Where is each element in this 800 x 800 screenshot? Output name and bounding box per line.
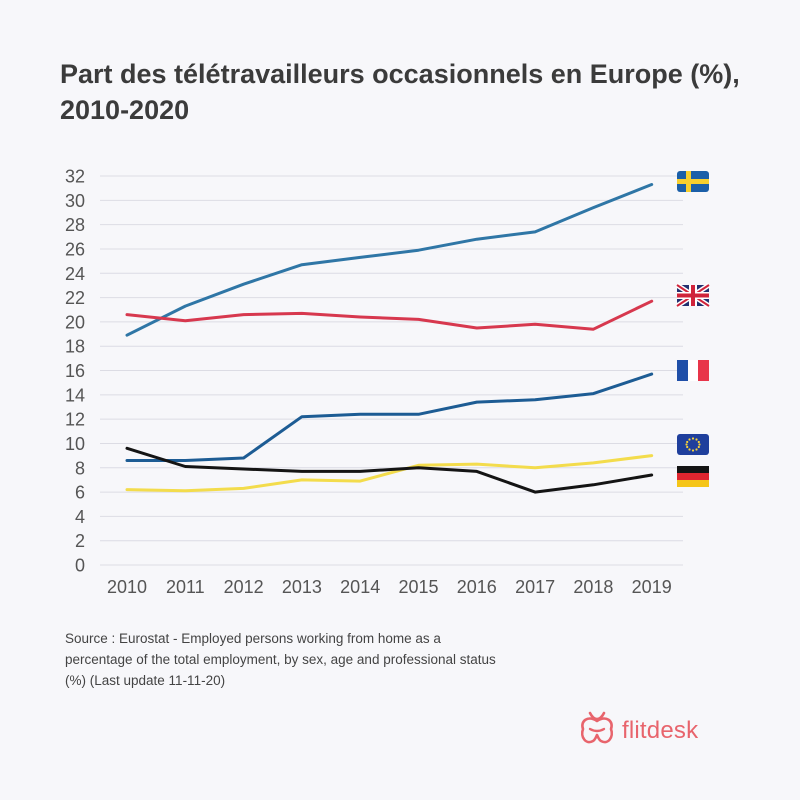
x-tick-label: 2016: [457, 577, 497, 597]
series-line-sweden: [125, 183, 654, 337]
x-tick-label: 2012: [224, 577, 264, 597]
chart-title-line-2: 2010-2020: [60, 95, 190, 125]
y-tick-label: 18: [65, 337, 85, 357]
y-tick-label: 32: [65, 167, 85, 187]
y-tick-label: 8: [75, 458, 85, 478]
y-tick-label: 16: [65, 361, 85, 381]
brand-logo[interactable]: flitdesk: [580, 706, 698, 756]
x-tick-label: 2017: [515, 577, 555, 597]
source-note: Source : Eurostat - Employed persons wor…: [65, 631, 496, 688]
butterfly-logo-icon: [580, 711, 614, 744]
france-flag-icon: [677, 360, 709, 381]
y-tick-label: 20: [65, 312, 85, 332]
y-tick-label: 22: [65, 288, 85, 308]
y-tick-label: 2: [75, 531, 85, 551]
uk-flag-icon: [675, 282, 711, 309]
x-tick-label: 2018: [573, 577, 613, 597]
x-tick-label: 2015: [398, 577, 438, 597]
sweden-flag-icon: [677, 171, 709, 192]
y-tick-label: 28: [65, 215, 85, 235]
series-line-france: [125, 372, 654, 462]
germany-flag-icon: [677, 466, 709, 487]
chart-title-line-1: Part des télétravailleurs occasionnels e…: [60, 59, 740, 89]
x-tick-label: 2013: [282, 577, 322, 597]
y-tick-label: 24: [65, 264, 85, 284]
series-line-united-kingdom: [125, 299, 654, 331]
y-tick-label: 10: [65, 434, 85, 454]
y-tick-label: 26: [65, 239, 85, 259]
brand-name: flitdesk: [622, 717, 699, 744]
y-tick-label: 4: [75, 507, 85, 527]
y-tick-label: 6: [75, 483, 85, 503]
series-line-germany: [125, 446, 654, 494]
y-tick-label: 14: [65, 385, 85, 405]
x-tick-label: 2011: [166, 577, 205, 597]
x-tick-label: 2010: [107, 577, 147, 597]
y-tick-label: 0: [75, 556, 85, 576]
chart-title: Part des télétravailleurs occasionnels e…: [60, 56, 740, 128]
series-line-european-union: [125, 454, 654, 493]
x-tick-label: 2014: [340, 577, 380, 597]
y-tick-label: 30: [65, 191, 85, 211]
gridlines: [100, 175, 683, 566]
series-lines: [125, 183, 654, 494]
y-tick-label: 12: [65, 410, 85, 430]
x-tick-label: 2019: [632, 577, 672, 597]
x-axis-ticks: 2010 2011 2012 2013 2014 2015 2016 2017 2018 2019: [107, 577, 672, 597]
eu-flag-icon: [677, 434, 709, 455]
